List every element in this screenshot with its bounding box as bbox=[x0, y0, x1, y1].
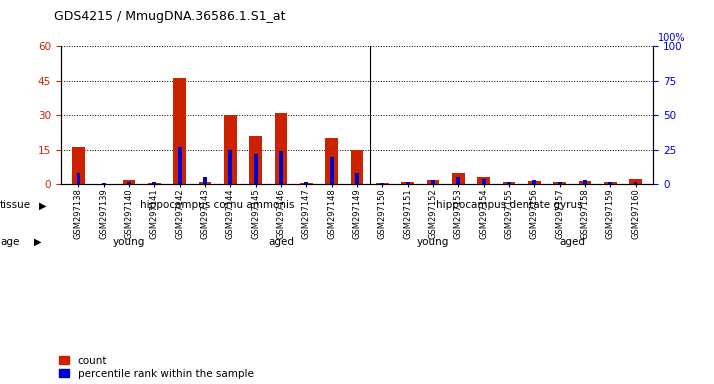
Bar bbox=[503, 182, 516, 184]
Bar bbox=[578, 181, 591, 184]
Text: aged: aged bbox=[268, 237, 294, 247]
Bar bbox=[224, 115, 237, 184]
Bar bbox=[533, 180, 536, 184]
Bar bbox=[456, 177, 461, 184]
Bar bbox=[76, 173, 80, 184]
Text: ▶: ▶ bbox=[39, 200, 46, 210]
Bar bbox=[198, 182, 211, 184]
Bar bbox=[528, 181, 540, 184]
Bar bbox=[178, 147, 181, 184]
Bar bbox=[401, 182, 414, 184]
Bar bbox=[477, 177, 490, 184]
Text: hippocampus cornu ammonis: hippocampus cornu ammonis bbox=[141, 200, 295, 210]
Bar bbox=[629, 179, 642, 184]
Text: hippocampus dentate gyrus: hippocampus dentate gyrus bbox=[436, 200, 582, 210]
Bar bbox=[279, 151, 283, 184]
Text: ▶: ▶ bbox=[34, 237, 42, 247]
Text: young: young bbox=[417, 237, 449, 247]
Bar bbox=[583, 180, 587, 184]
Bar bbox=[123, 180, 136, 184]
Bar bbox=[153, 182, 156, 184]
Text: GDS4215 / MmugDNA.36586.1.S1_at: GDS4215 / MmugDNA.36586.1.S1_at bbox=[54, 10, 285, 23]
Bar bbox=[330, 157, 333, 184]
Text: tissue: tissue bbox=[0, 200, 31, 210]
Bar bbox=[249, 136, 262, 184]
Bar bbox=[452, 173, 465, 184]
Bar bbox=[127, 182, 131, 184]
Bar bbox=[553, 182, 566, 184]
Bar bbox=[431, 180, 435, 184]
Bar bbox=[102, 183, 106, 184]
Bar bbox=[507, 182, 511, 184]
Bar bbox=[203, 177, 207, 184]
Bar bbox=[326, 138, 338, 184]
Bar bbox=[376, 183, 388, 184]
Bar bbox=[482, 179, 486, 184]
Bar bbox=[300, 183, 313, 184]
Bar bbox=[558, 182, 561, 184]
Bar bbox=[304, 182, 308, 184]
Bar bbox=[604, 182, 617, 184]
Bar bbox=[72, 147, 85, 184]
Bar bbox=[174, 78, 186, 184]
Text: age: age bbox=[0, 237, 19, 247]
Text: aged: aged bbox=[559, 237, 585, 247]
Bar bbox=[406, 182, 410, 184]
Bar bbox=[351, 150, 363, 184]
Bar bbox=[228, 150, 232, 184]
Bar bbox=[253, 154, 258, 184]
Bar bbox=[427, 180, 439, 184]
Text: young: young bbox=[113, 237, 145, 247]
Bar bbox=[148, 183, 161, 184]
Text: 100%: 100% bbox=[658, 33, 685, 43]
Bar bbox=[355, 173, 359, 184]
Bar bbox=[381, 183, 384, 184]
Legend: count, percentile rank within the sample: count, percentile rank within the sample bbox=[59, 356, 253, 379]
Bar bbox=[275, 113, 287, 184]
Bar bbox=[608, 182, 612, 184]
Bar bbox=[634, 182, 638, 184]
